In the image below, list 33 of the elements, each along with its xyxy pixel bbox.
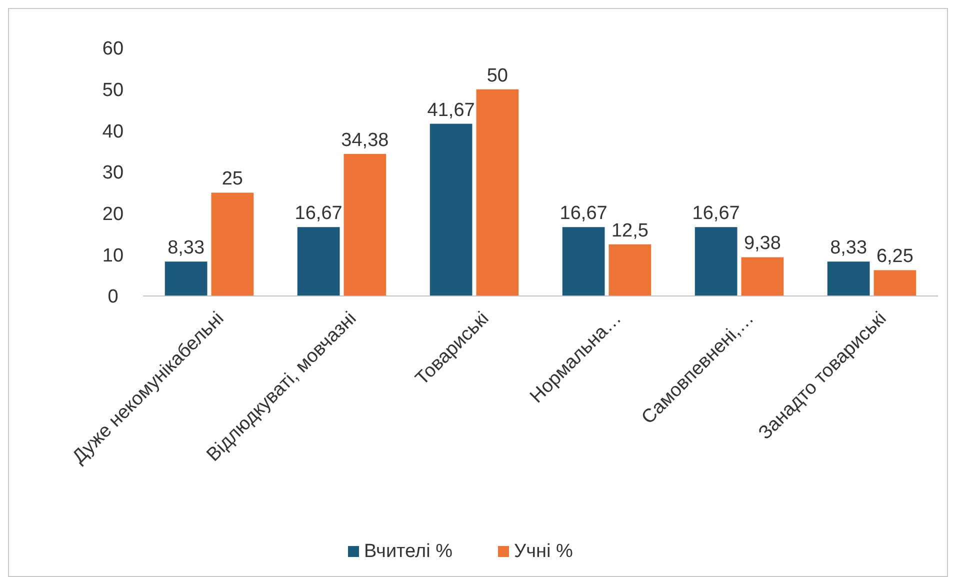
bar (827, 262, 870, 296)
data-label: 8,33 (168, 238, 205, 259)
y-tick-label: 10 (102, 245, 124, 266)
data-label: 6,25 (876, 246, 914, 268)
data-label: 16,67 (294, 203, 342, 224)
data-label: 25 (222, 168, 244, 190)
bar (430, 124, 472, 296)
bar (608, 244, 652, 296)
data-label: 8,33 (830, 238, 868, 259)
bar (297, 227, 340, 296)
data-label: 12,5 (611, 220, 648, 242)
y-tick-label: 40 (102, 121, 124, 142)
data-label: 16,67 (692, 203, 740, 224)
bar (164, 262, 208, 296)
legend-label: Учні % (514, 541, 573, 562)
data-label: 34,38 (341, 130, 389, 151)
bar (211, 192, 254, 296)
bar (694, 227, 738, 296)
y-tick-label: 30 (102, 162, 124, 184)
bar (476, 89, 519, 296)
y-tick-label: 50 (102, 80, 124, 101)
bar (562, 227, 605, 296)
bar (741, 257, 784, 296)
data-label: 41,67 (427, 100, 475, 121)
bar (874, 270, 916, 296)
y-tick-label: 0 (108, 286, 118, 308)
y-tick-label: 60 (102, 38, 124, 60)
data-label: 16,67 (560, 203, 608, 224)
bar (344, 154, 386, 296)
data-label: 50 (486, 65, 508, 86)
legend-label: Вчителі % (364, 541, 453, 562)
y-tick-label: 20 (102, 204, 124, 225)
data-label: 9,38 (744, 233, 781, 254)
